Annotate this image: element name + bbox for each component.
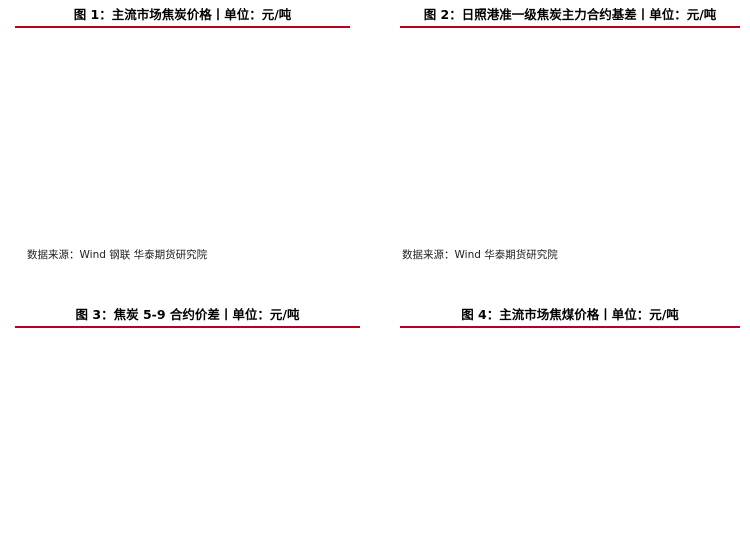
chart-title: 图 3：焦炭 5-9 合约价差丨单位：元/吨 — [15, 304, 360, 328]
chart-svg-3 — [15, 328, 360, 548]
chart-panel-3: 图 3：焦炭 5-9 合约价差丨单位：元/吨 — [15, 304, 360, 548]
chart-svg-1 — [15, 28, 350, 243]
chart-source: 数据来源：Wind 华泰期货研究院 — [402, 249, 558, 261]
chart-svg-2 — [400, 28, 740, 243]
chart-svg-4 — [400, 328, 740, 548]
chart-panel-2: 图 2：日照港准一级焦炭主力合约基差丨单位：元/吨 数据来源：Wind 华泰期货… — [400, 4, 740, 264]
chart-panel-4: 图 4：主流市场焦煤价格丨单位：元/吨 — [400, 304, 740, 548]
chart-source: 数据来源：Wind 钢联 华泰期货研究院 — [27, 249, 208, 261]
chart-title: 图 2：日照港准一级焦炭主力合约基差丨单位：元/吨 — [400, 4, 740, 28]
chart-panel-1: 图 1：主流市场焦炭价格丨单位：元/吨 数据来源：Wind 钢联 华泰期货研究院 — [15, 4, 350, 264]
chart-title: 图 4：主流市场焦煤价格丨单位：元/吨 — [400, 304, 740, 328]
chart-title: 图 1：主流市场焦炭价格丨单位：元/吨 — [15, 4, 350, 28]
